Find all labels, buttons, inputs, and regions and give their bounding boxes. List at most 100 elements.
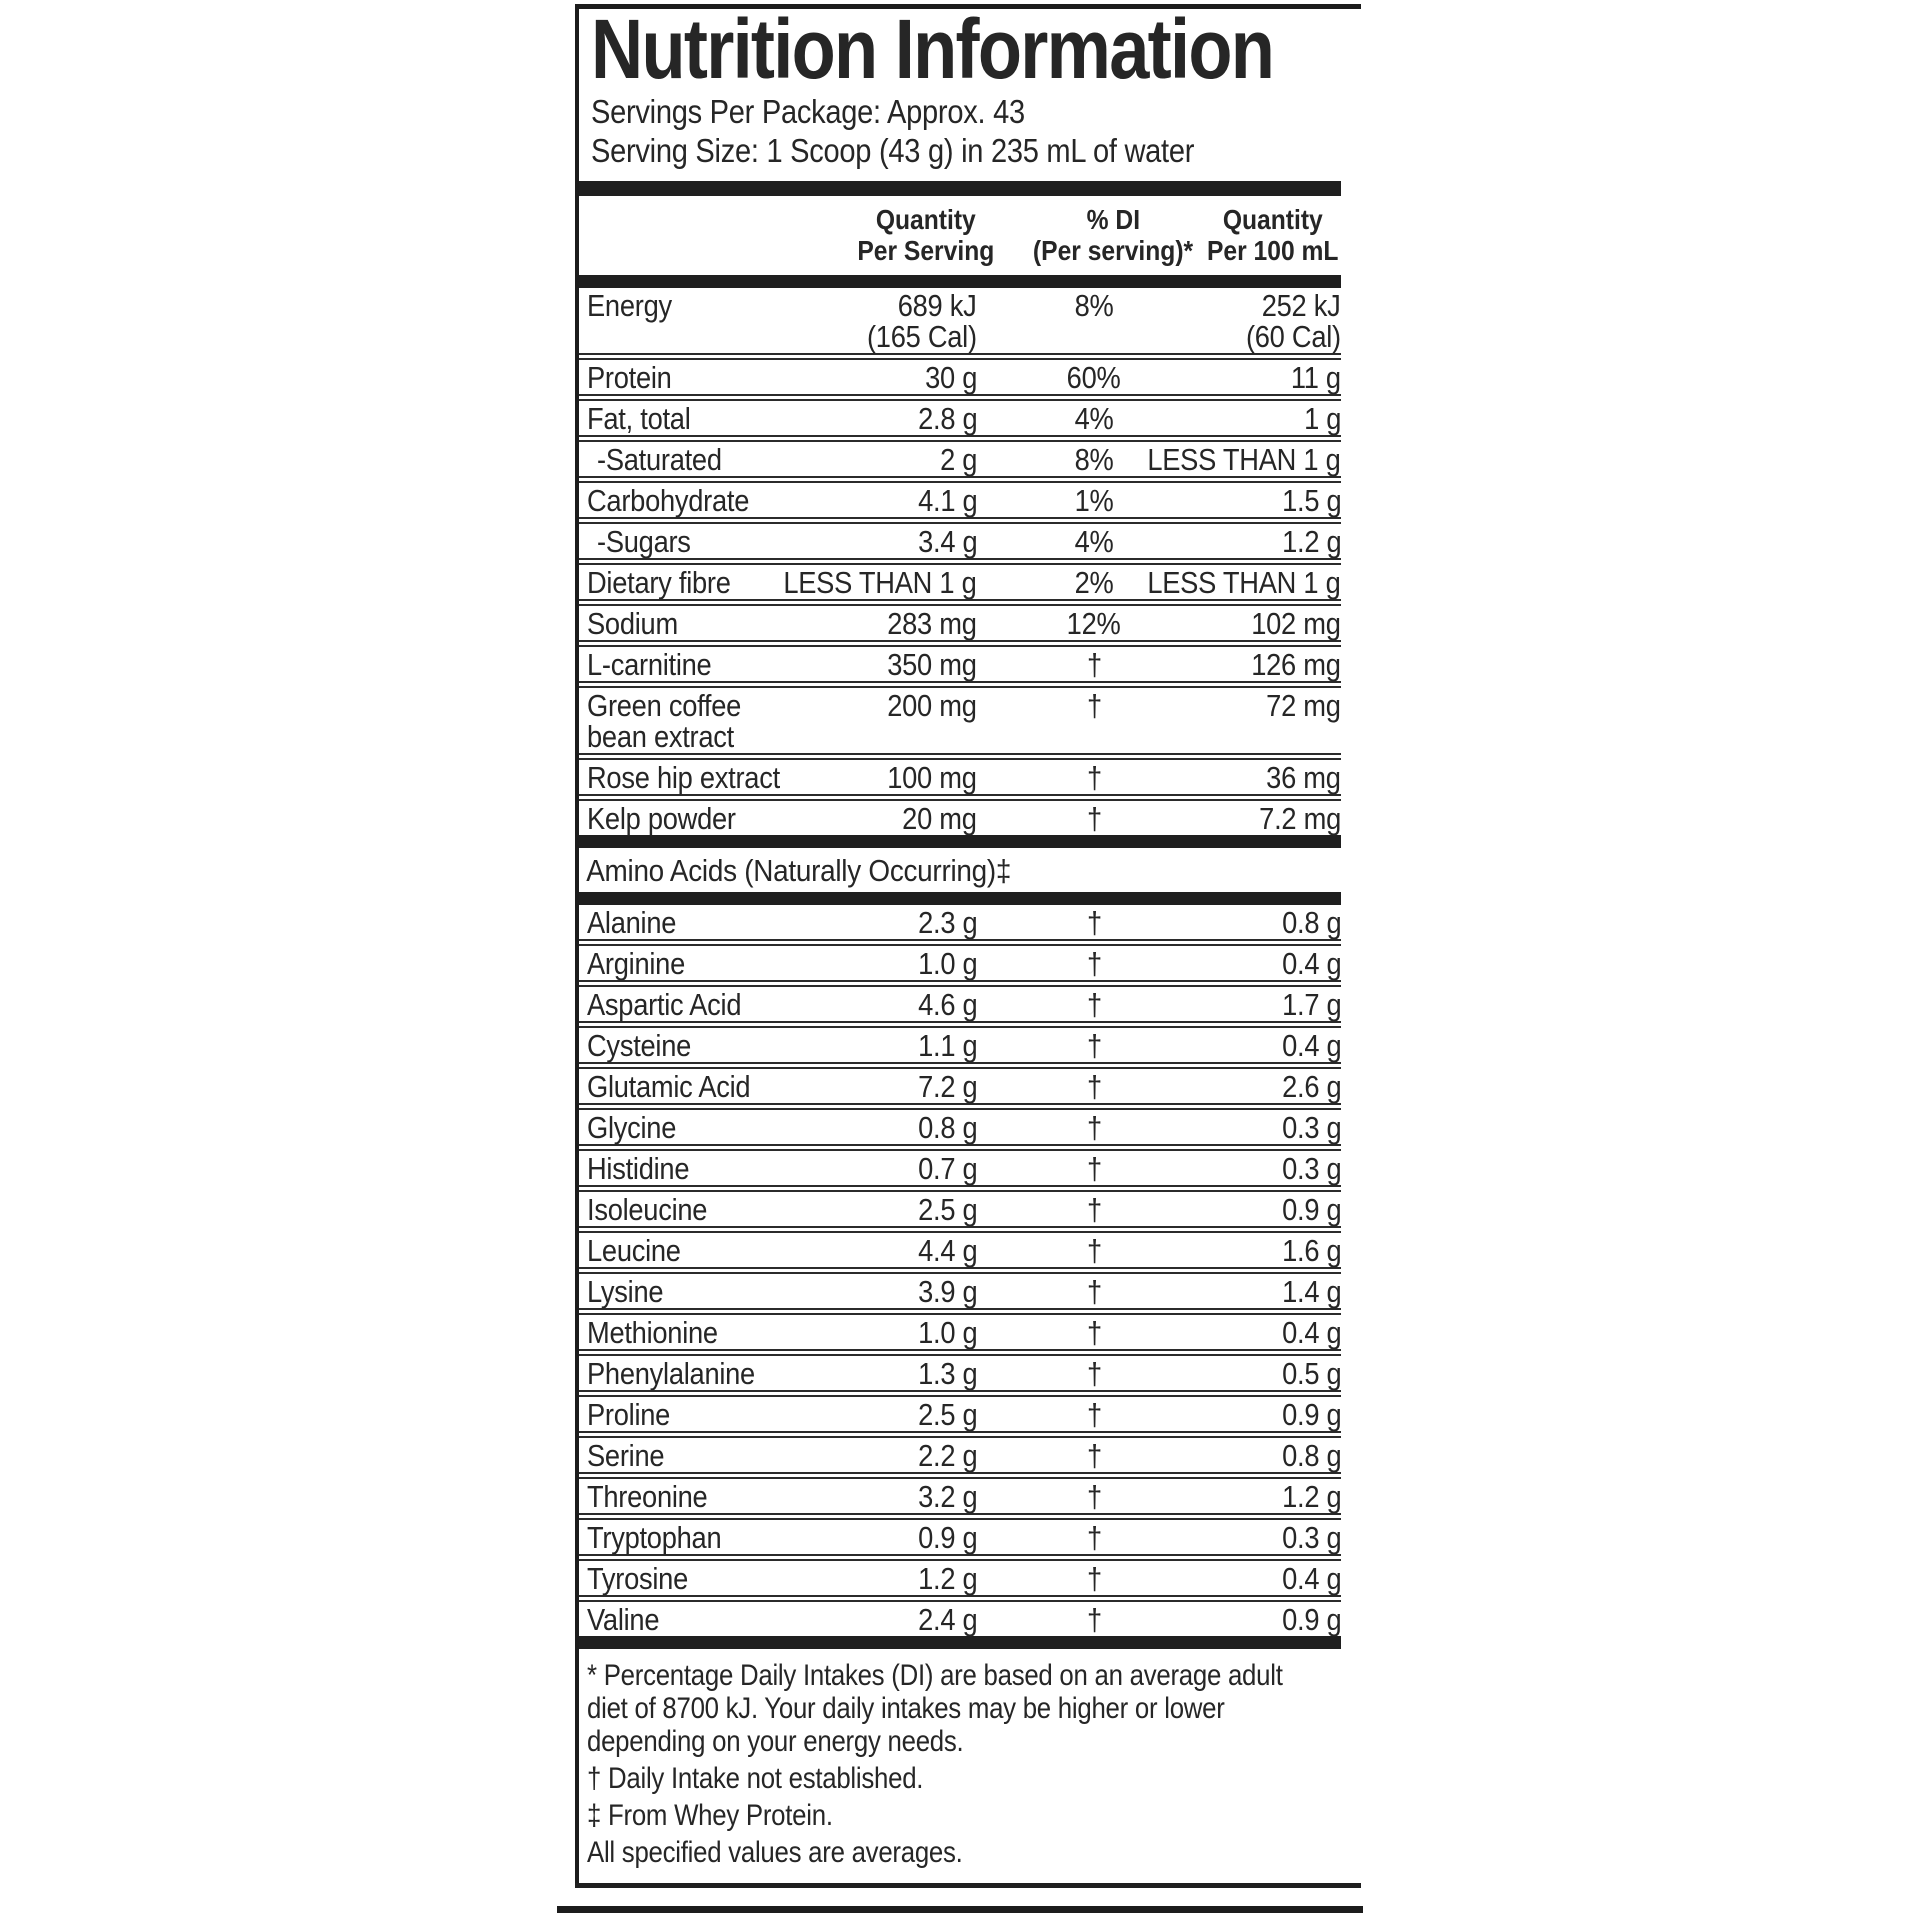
quantity-per-100ml-value: 0.9 g <box>1211 1602 1342 1637</box>
di-text: 12% <box>1067 606 1121 641</box>
di-text: † <box>1086 1602 1102 1637</box>
text-line: 0.8 g <box>917 1110 978 1145</box>
nutrient-name: Sodium <box>579 608 817 639</box>
di-text: † <box>1086 1110 1102 1145</box>
table-row: Valine 2.4 g † 0.9 g <box>579 1595 1341 1636</box>
column-headers: Quantity Per Serving % DI (Per serving)*… <box>579 196 1341 275</box>
di-value: † <box>977 1153 1211 1184</box>
text-line: 350 mg <box>887 647 978 682</box>
di-value: † <box>977 1522 1211 1553</box>
text-line: 2.6 g <box>1281 1069 1342 1104</box>
quantity-per-100ml-value: 0.4 g <box>1211 1315 1342 1350</box>
nutrition-panel: Nutrition Information Servings Per Packa… <box>575 4 1361 1888</box>
di-text: † <box>1086 905 1102 940</box>
di-value: 12% <box>977 608 1211 639</box>
text-line: 0.9 g <box>1281 1602 1342 1637</box>
divider-bar <box>579 835 1341 848</box>
di-value: † <box>977 1481 1211 1512</box>
quantity-per-serving-value: 2.2 g <box>817 1440 978 1471</box>
column-header-line: % DI <box>1086 204 1141 235</box>
quantity-per-100ml-value: 1 g <box>1211 403 1341 434</box>
di-value: 8% <box>977 444 1211 475</box>
nutrient-name: Glutamic Acid <box>579 1071 817 1102</box>
text-line: 0.5 g <box>1281 1356 1342 1391</box>
quantity-per-100ml-value: 0.4 g <box>1211 1563 1342 1594</box>
di-text: † <box>1086 946 1102 981</box>
text-line: Protein <box>587 360 672 395</box>
quantity-per-serving-value: 3.9 g <box>817 1276 978 1307</box>
table-row: Green coffee bean extract 200 mg † 72 mg <box>579 681 1341 753</box>
table-row: Dietary fibre LESS THAN 1 g 2% LESS THAN 1 … <box>579 558 1341 599</box>
di-value: † <box>977 1194 1211 1225</box>
quantity-per-100ml-value: 7.2 mg <box>1211 803 1341 834</box>
amino-acids-table: Alanine 2.3 g † 0.8 g Arginine 1.0 g † 0.4 g Asp… <box>579 905 1341 1636</box>
text-line: 0.9 g <box>1281 1397 1342 1432</box>
text-line: Glycine <box>587 1110 677 1145</box>
text-line: 100 mg <box>887 760 978 795</box>
footnote: All specified values are averages. <box>587 1836 1235 1869</box>
di-value: † <box>977 1317 1211 1348</box>
di-value: † <box>977 989 1211 1020</box>
nutrient-name: Glycine <box>579 1112 817 1143</box>
quantity-per-100ml-value: 36 mg <box>1211 762 1341 793</box>
divider-bar <box>579 1636 1341 1649</box>
text-line: 3.2 g <box>917 1479 978 1514</box>
text-line: 252 kJ <box>1262 288 1341 323</box>
nutrient-name: Kelp powder <box>579 803 817 834</box>
table-row: Cysteine 1.1 g † 0.4 g <box>579 1021 1341 1062</box>
table-row: Leucine 4.4 g † 1.6 g <box>579 1226 1341 1267</box>
table-row: Energy 689 kJ (165 Cal) 8% 252 kJ (60 Cal) <box>579 288 1341 353</box>
text-line: Tryptophan <box>587 1520 722 1555</box>
nutrient-name: Fat, total <box>579 403 817 434</box>
text-line: Rose hip extract <box>587 760 780 795</box>
panel-bottom-border <box>575 1883 1361 1888</box>
table-row: Rose hip extract 100 mg † 36 mg <box>579 753 1341 794</box>
column-header-line: Per Serving <box>857 235 995 266</box>
quantity-per-100ml-value: 11 g <box>1211 362 1341 393</box>
text-line: bean extract <box>587 719 734 754</box>
nutrient-name: Isoleucine <box>579 1194 817 1225</box>
footnote: ‡ From Whey Protein. <box>587 1799 1235 1832</box>
quantity-per-serving-value: 1.3 g <box>817 1358 978 1389</box>
quantity-per-100ml-value: 72 mg <box>1211 690 1341 752</box>
quantity-per-serving-value: 20 mg <box>817 803 977 834</box>
text-line: 0.4 g <box>1281 946 1342 981</box>
quantity-per-serving-value: 283 mg <box>817 608 978 639</box>
nutrient-name: Tryptophan <box>579 1522 817 1553</box>
di-text: † <box>1086 1438 1102 1473</box>
text-line: Serine <box>587 1438 665 1473</box>
quantity-per-100ml-value: LESS THAN 1 g <box>1148 444 1341 475</box>
text-line: 0.7 g <box>917 1151 978 1186</box>
text-line: 689 kJ <box>898 288 977 323</box>
di-text: 2% <box>1074 565 1114 600</box>
text-line: LESS THAN 1 g <box>1147 442 1341 477</box>
nutrient-name: Arginine <box>579 948 817 979</box>
table-row: Arginine 1.0 g † 0.4 g <box>579 939 1341 980</box>
text-line: LESS THAN 1 g <box>783 565 977 600</box>
di-value: † <box>977 1276 1211 1307</box>
text-line: 1.2 g <box>917 1561 978 1596</box>
text-line: Dietary fibre <box>587 565 731 600</box>
quantity-per-serving-value: 3.2 g <box>817 1479 978 1514</box>
quantity-per-serving-value: 4.1 g <box>817 485 978 516</box>
quantity-per-100ml-value: 102 mg <box>1211 608 1342 639</box>
di-text: † <box>1086 760 1102 795</box>
divider-bar <box>579 181 1341 196</box>
di-text: 8% <box>1074 288 1114 323</box>
column-header-quantity-per-serving: Quantity Per Serving <box>829 204 1023 266</box>
text-line: 0.4 g <box>1281 1315 1342 1350</box>
footnote-line: * Percentage Daily Intakes (DI) are base… <box>587 1659 1283 1692</box>
text-line: Carbohydrate <box>587 483 750 518</box>
panel-title: Nutrition Information <box>591 7 1341 91</box>
quantity-per-100ml-value: 0.9 g <box>1211 1194 1342 1225</box>
table-row: Proline 2.5 g † 0.9 g <box>579 1390 1341 1431</box>
di-value: † <box>977 1563 1211 1594</box>
nutrient-name: -Sugars <box>579 526 817 557</box>
di-value: 1% <box>977 485 1211 516</box>
text-line: 1.0 g <box>917 1315 978 1350</box>
text-line: 20 mg <box>902 801 977 836</box>
text-line: 4.6 g <box>917 987 978 1022</box>
di-value: † <box>977 1235 1211 1266</box>
nutrient-name: -Saturated <box>579 444 817 475</box>
text-line: Fat, total <box>587 401 691 436</box>
